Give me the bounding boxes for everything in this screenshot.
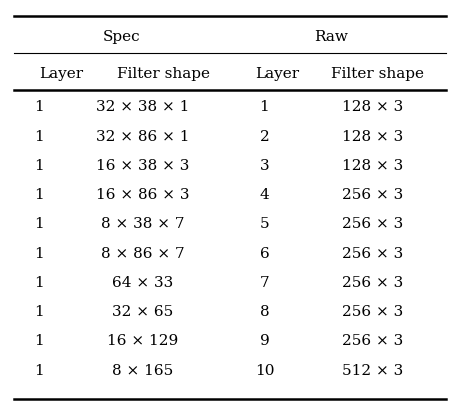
Text: Filter shape: Filter shape bbox=[330, 67, 423, 81]
Text: 6: 6 bbox=[259, 246, 269, 260]
Text: 32 × 65: 32 × 65 bbox=[112, 304, 173, 318]
Text: Spec: Spec bbox=[103, 30, 140, 44]
Text: Raw: Raw bbox=[313, 30, 347, 44]
Text: 1: 1 bbox=[34, 304, 44, 318]
Text: 1: 1 bbox=[34, 217, 44, 231]
Text: 10: 10 bbox=[254, 363, 274, 377]
Text: 1: 1 bbox=[34, 246, 44, 260]
Text: 32 × 86 × 1: 32 × 86 × 1 bbox=[95, 129, 189, 143]
Text: 1: 1 bbox=[34, 333, 44, 347]
Text: 3: 3 bbox=[259, 159, 269, 173]
Text: 1: 1 bbox=[259, 100, 269, 114]
Text: 256 × 3: 256 × 3 bbox=[341, 188, 403, 202]
Text: 2: 2 bbox=[259, 129, 269, 143]
Text: 1: 1 bbox=[34, 100, 44, 114]
Text: 8: 8 bbox=[259, 304, 269, 318]
Text: 256 × 3: 256 × 3 bbox=[341, 246, 403, 260]
Text: 128 × 3: 128 × 3 bbox=[341, 159, 403, 173]
Text: 256 × 3: 256 × 3 bbox=[341, 275, 403, 289]
Text: Filter shape: Filter shape bbox=[117, 67, 210, 81]
Text: 1: 1 bbox=[34, 129, 44, 143]
Text: 1: 1 bbox=[34, 159, 44, 173]
Text: 9: 9 bbox=[259, 333, 269, 347]
Text: 64 × 33: 64 × 33 bbox=[112, 275, 173, 289]
Text: 5: 5 bbox=[259, 217, 269, 231]
Text: Layer: Layer bbox=[255, 67, 299, 81]
Text: 128 × 3: 128 × 3 bbox=[341, 100, 403, 114]
Text: 4: 4 bbox=[259, 188, 269, 202]
Text: 256 × 3: 256 × 3 bbox=[341, 304, 403, 318]
Text: 1: 1 bbox=[34, 275, 44, 289]
Text: 32 × 38 × 1: 32 × 38 × 1 bbox=[96, 100, 189, 114]
Text: 512 × 3: 512 × 3 bbox=[341, 363, 403, 377]
Text: 256 × 3: 256 × 3 bbox=[341, 333, 403, 347]
Text: 256 × 3: 256 × 3 bbox=[341, 217, 403, 231]
Text: 7: 7 bbox=[259, 275, 269, 289]
Text: 8 × 165: 8 × 165 bbox=[112, 363, 173, 377]
Text: 16 × 86 × 3: 16 × 86 × 3 bbox=[95, 188, 189, 202]
Text: 1: 1 bbox=[34, 188, 44, 202]
Text: Layer: Layer bbox=[39, 67, 83, 81]
Text: 1: 1 bbox=[34, 363, 44, 377]
Text: 16 × 129: 16 × 129 bbox=[107, 333, 178, 347]
Text: 128 × 3: 128 × 3 bbox=[341, 129, 403, 143]
Text: 8 × 38 × 7: 8 × 38 × 7 bbox=[101, 217, 184, 231]
Text: 8 × 86 × 7: 8 × 86 × 7 bbox=[101, 246, 184, 260]
Text: 16 × 38 × 3: 16 × 38 × 3 bbox=[96, 159, 189, 173]
